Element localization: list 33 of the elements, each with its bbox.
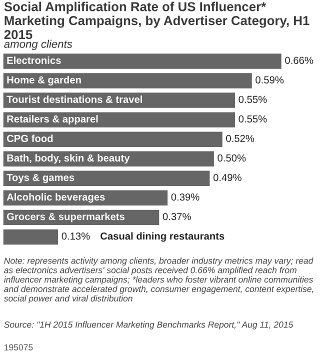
- bar: [3, 132, 222, 147]
- data-label: 0.37%: [162, 212, 191, 220]
- y-tick-label: Home & garden: [7, 76, 81, 86]
- y-tick-label: Casual dining restaurants: [100, 232, 224, 242]
- y-tick-label: Electronics: [7, 56, 61, 64]
- y-tick-label: Grocers & supermarkets: [6, 212, 125, 222]
- bar: [3, 54, 282, 69]
- data-label: 0.55%: [238, 96, 267, 104]
- bar: [3, 151, 214, 166]
- data-label: 0.55%: [238, 115, 267, 123]
- data-label: 0.39%: [171, 193, 200, 201]
- y-tick-label: Alcoholic beverages: [6, 193, 105, 203]
- data-label: 0.50%: [218, 154, 246, 162]
- bar: [3, 112, 236, 128]
- text: Note: represents activity among clients, broader industry metrics may vary; read as electronics advertisers' social posts received 0.66% amplified reach from influencer marketing campaigns; *leaders who foster vibrant online communities and demonstrate accelerated growth, consumer engagement, content expertise, social power and viral distribution: [4, 257, 314, 304]
- data-label: 0.13%: [62, 232, 90, 240]
- data-label: 0.59%: [256, 76, 284, 84]
- y-tick-label: CPG food: [6, 134, 53, 142]
- bar: [3, 170, 210, 186]
- bar: [3, 229, 58, 245]
- chart-subtitle: among clients: [4, 40, 72, 50]
- data-label: 0.49%: [213, 174, 242, 182]
- text: 195075: [4, 344, 33, 350]
- y-tick-label: Tourist destinations & travel: [6, 96, 142, 104]
- y-tick-label: Toys & games: [6, 174, 74, 184]
- y-tick-label: Bath, body, skin & beauty: [7, 154, 130, 164]
- chart-title: Social Amplification Rate of US Influencer* Marketing Campaigns, by Advertiser Category, H1 2015: [4, 2, 310, 40]
- source-note: Source: "1H 2015 Influencer Marketing Benchmarks Report," Aug 11, 2015: [4, 321, 294, 330]
- data-label: 0.66%: [285, 56, 314, 64]
- bar: [3, 73, 252, 88]
- data-label: 0.52%: [226, 134, 254, 142]
- bar: [3, 92, 236, 108]
- y-tick-label: Retailers & apparel: [7, 115, 98, 125]
